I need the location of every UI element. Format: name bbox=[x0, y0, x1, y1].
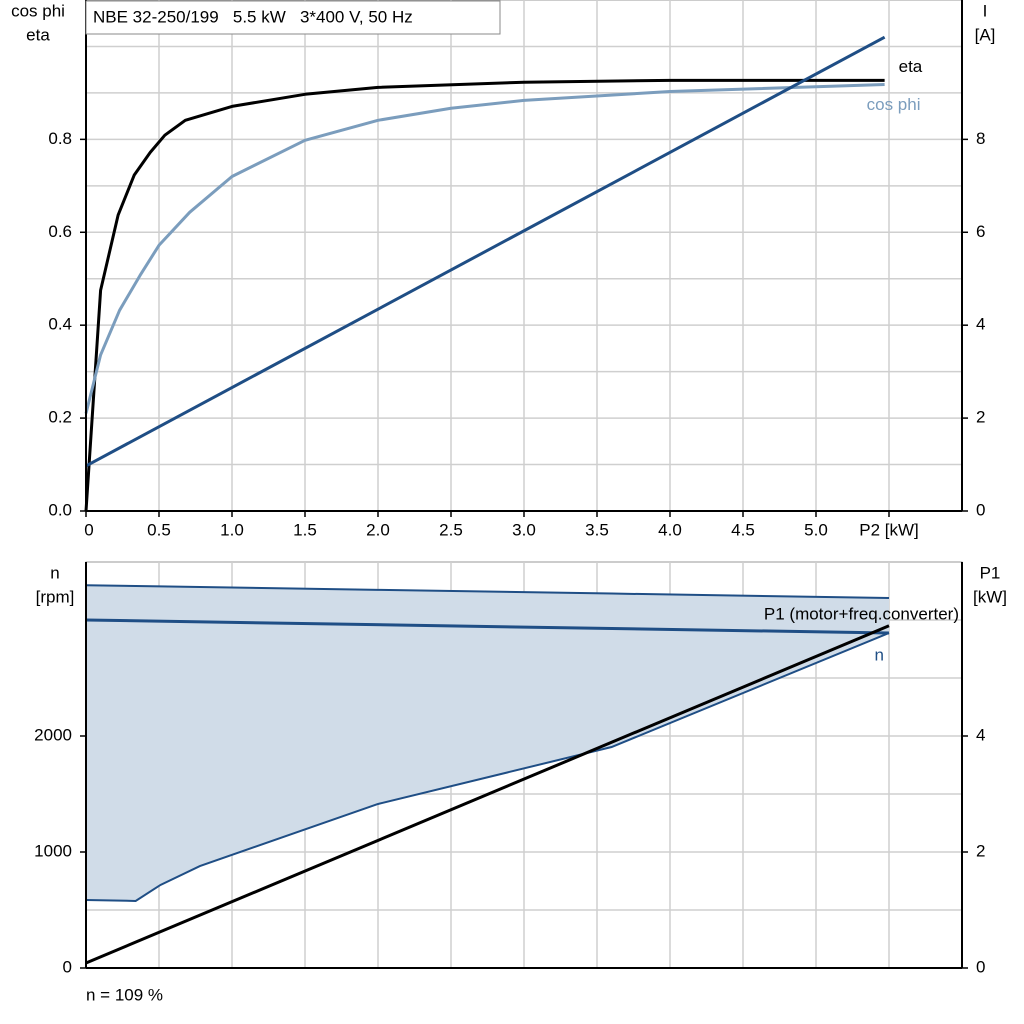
y2-tick-label: 0 bbox=[976, 957, 985, 976]
y2-tick-label: 6 bbox=[976, 222, 985, 241]
series-line bbox=[85, 35, 886, 468]
x-tick-label: 1.0 bbox=[220, 520, 244, 539]
y-tick-label: 0.6 bbox=[48, 222, 72, 241]
y2-tick-label: 4 bbox=[976, 725, 985, 744]
y2-axis-label: [A] bbox=[975, 25, 996, 44]
y2-tick-label: 2 bbox=[976, 408, 985, 427]
x-tick-label: 2.0 bbox=[366, 520, 390, 539]
series-line bbox=[84, 78, 885, 512]
y2-axis-label: [kW] bbox=[973, 587, 1007, 606]
y-tick-label: 0.2 bbox=[48, 408, 72, 427]
x-tick-label: 5.0 bbox=[804, 520, 828, 539]
y-axis-label: eta bbox=[26, 25, 50, 44]
series-line bbox=[85, 618, 890, 635]
y2-tick-label: 4 bbox=[976, 315, 985, 334]
series-line bbox=[84, 83, 885, 414]
chart-title: NBE 32-250/199 5.5 kW 3*400 V, 50 Hz bbox=[93, 7, 413, 26]
series-label: n bbox=[875, 645, 884, 664]
note: n = 109 % bbox=[86, 985, 163, 1004]
x-tick-label: 1.5 bbox=[293, 520, 317, 539]
x-tick-label: 4.0 bbox=[658, 520, 682, 539]
range-lower-edge bbox=[85, 632, 890, 902]
series-label: eta bbox=[899, 57, 923, 76]
y2-tick-label: 2 bbox=[976, 841, 985, 860]
title-box bbox=[85, 0, 501, 35]
y2-tick-label: 8 bbox=[976, 129, 985, 148]
y2-axis-label: P1 bbox=[980, 563, 1001, 582]
series-label: cos phi bbox=[867, 95, 921, 114]
x-tick-label: 3.5 bbox=[585, 520, 609, 539]
series-label: P1 (motor+freq.converter) bbox=[764, 604, 959, 623]
x-tick-label: 0 bbox=[84, 520, 93, 539]
y-tick-label: 2000 bbox=[34, 725, 72, 744]
operating-range bbox=[86, 585, 889, 901]
x-tick-label: 3.0 bbox=[512, 520, 536, 539]
x-tick-label: 2.5 bbox=[439, 520, 463, 539]
y2-tick-label: 0 bbox=[976, 500, 985, 519]
y-axis-label: n bbox=[50, 563, 59, 582]
y-tick-label: 1000 bbox=[34, 841, 72, 860]
y-axis-label: cos phi bbox=[11, 1, 65, 20]
y2-axis-label: I bbox=[983, 1, 988, 20]
y-tick-label: 0.4 bbox=[48, 315, 72, 334]
range-upper-edge bbox=[85, 584, 890, 599]
y-tick-label: 0.0 bbox=[48, 500, 72, 519]
y-axis-label: [rpm] bbox=[36, 587, 75, 606]
x-tick-label: 0.5 bbox=[147, 520, 171, 539]
x-tick-label: P2 [kW] bbox=[859, 520, 919, 539]
y-tick-label: 0 bbox=[63, 957, 72, 976]
x-tick-label: 4.5 bbox=[731, 520, 755, 539]
y-tick-label: 0.8 bbox=[48, 129, 72, 148]
series-line bbox=[85, 624, 890, 965]
